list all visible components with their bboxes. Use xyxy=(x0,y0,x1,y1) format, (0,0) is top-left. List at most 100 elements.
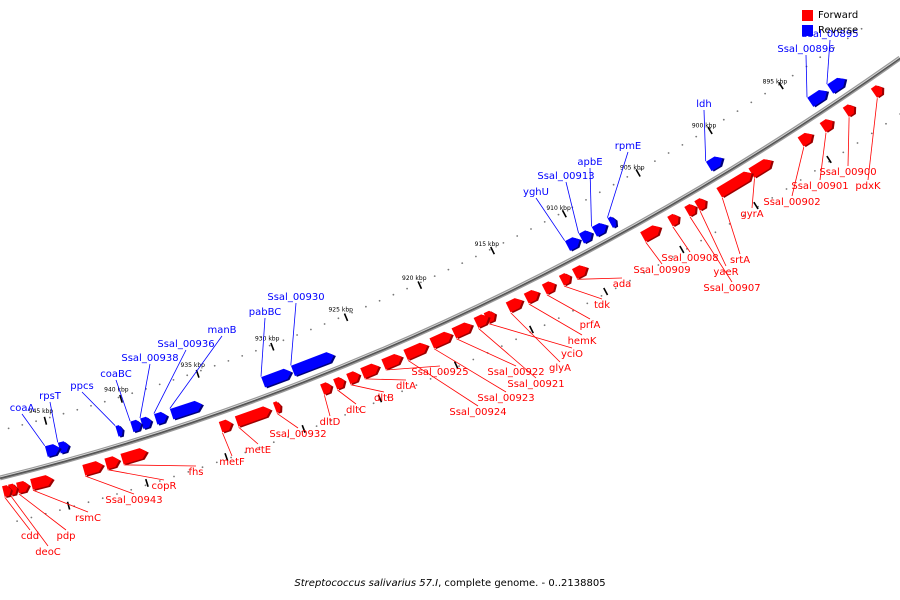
reverse-gene-pabbc[interactable] xyxy=(261,366,295,389)
reverse-gene-yghu[interactable] xyxy=(564,234,585,252)
reverse-gene-rpme[interactable] xyxy=(607,215,621,230)
gene-leader-line xyxy=(751,178,755,209)
forward-gene-cdd[interactable] xyxy=(2,484,14,499)
forward-gene-label: Ssal_00908 xyxy=(661,253,718,264)
reverse-gene-coabc[interactable] xyxy=(130,418,145,434)
gene-body xyxy=(130,419,142,433)
minor-tick-dot xyxy=(392,293,395,296)
gene-body xyxy=(346,371,360,385)
kbp-tick-mark xyxy=(490,246,496,255)
reverse-gene-ldh[interactable] xyxy=(705,153,727,173)
forward-gene-pdxk[interactable] xyxy=(870,82,888,99)
forward-gene-mete[interactable] xyxy=(234,404,275,428)
gene-body xyxy=(403,342,428,360)
gene-body xyxy=(870,85,883,98)
forward-gene-dltc[interactable] xyxy=(333,375,348,391)
forward-gene-ssal-00909[interactable] xyxy=(640,222,665,243)
forward-gene-ada[interactable] xyxy=(571,262,592,280)
forward-gene-copr[interactable] xyxy=(104,454,122,471)
forward-gene-ssal-00907[interactable] xyxy=(684,201,700,218)
forward-gene-rsmc[interactable] xyxy=(30,473,56,491)
kbp-tick-mark xyxy=(679,245,685,254)
minor-tick-dot xyxy=(172,379,175,381)
forward-gene-ssal-00925[interactable] xyxy=(381,351,406,371)
reverse-gene-ssal-00895[interactable] xyxy=(827,74,850,95)
reverse-gene-ssal-00913[interactable] xyxy=(578,227,597,245)
forward-gene-glya[interactable] xyxy=(505,295,527,314)
forward-gene-hemk[interactable] xyxy=(523,287,543,305)
forward-gene-tdk[interactable] xyxy=(558,271,575,287)
gene-leader-line xyxy=(703,109,707,162)
reverse-gene-manb[interactable] xyxy=(169,399,206,421)
genome-caption: Streptococcus salivarius 57.I, complete … xyxy=(0,578,900,589)
forward-gene-ssal-00924[interactable] xyxy=(403,340,431,362)
forward-gene-prfa[interactable] xyxy=(541,278,560,296)
reverse-gene-ssal-00938[interactable] xyxy=(140,415,155,430)
kbp-tick-mark xyxy=(301,424,306,433)
forward-gene-dltb[interactable] xyxy=(346,369,363,386)
forward-gene-ssal-00902[interactable] xyxy=(797,129,818,148)
forward-gene-ycio[interactable] xyxy=(483,308,500,324)
reverse-gene-label: Ssal_00936 xyxy=(157,339,214,350)
reverse-gene-ssal-00896[interactable] xyxy=(807,86,832,108)
legend: Forward Reverse xyxy=(802,8,892,38)
forward-gene-pdp[interactable] xyxy=(16,479,32,495)
gene-body xyxy=(451,322,473,339)
reverse-gene-apbe[interactable] xyxy=(591,220,612,238)
reverse-gene-ssal-00936[interactable] xyxy=(154,410,171,426)
reverse-gene-label: apbE xyxy=(577,157,602,168)
forward-gene-label: fhs xyxy=(188,467,203,478)
forward-gene-ssal-00908[interactable] xyxy=(667,211,683,228)
reverse-gene-ssal-00930[interactable] xyxy=(290,349,338,377)
gene-body xyxy=(640,225,661,242)
forward-gene-srta[interactable] xyxy=(716,168,756,199)
gene-body xyxy=(716,171,752,198)
genes-layer xyxy=(2,74,888,499)
forward-gene-dltd[interactable] xyxy=(320,380,335,396)
forward-gene-ssal-00932[interactable] xyxy=(272,400,284,414)
minor-tick-dot xyxy=(785,188,788,190)
minor-tick-dot xyxy=(799,179,802,181)
gene-body xyxy=(234,406,271,427)
forward-gene-ssal-00923[interactable] xyxy=(429,329,456,350)
gene-body xyxy=(272,401,281,413)
minor-tick-dot xyxy=(722,118,725,121)
minor-tick-dot xyxy=(351,311,353,314)
reverse-gene-ppcs[interactable] xyxy=(115,424,126,438)
forward-gene-yaer[interactable] xyxy=(694,195,710,212)
gene-leader-line xyxy=(4,497,31,531)
gene-leader-line xyxy=(290,302,297,366)
forward-gene-label: metE xyxy=(245,445,271,456)
minor-tick-dot xyxy=(387,396,389,399)
minor-tick-dot xyxy=(502,242,505,244)
forward-gene-ssal-00922[interactable] xyxy=(451,319,477,340)
forward-gene-ssal-00921[interactable] xyxy=(473,311,493,329)
gene-leader-line xyxy=(672,226,691,253)
forward-gene-fhs[interactable] xyxy=(120,446,150,466)
gene-leader-line xyxy=(867,98,878,181)
reverse-gene-coaa[interactable] xyxy=(44,442,63,458)
minor-tick-dot xyxy=(433,275,436,277)
gene-leader-line xyxy=(153,349,187,414)
gene-body xyxy=(140,416,152,429)
gene-body xyxy=(429,331,452,349)
kbp-tick-label: 940 kbp xyxy=(104,386,129,393)
forward-gene-dlta[interactable] xyxy=(360,361,383,380)
forward-gene-metf[interactable] xyxy=(218,418,236,434)
minor-tick-dot xyxy=(643,272,646,274)
minor-tick-dot xyxy=(48,416,51,419)
kbp-tick-mark xyxy=(603,287,609,296)
minor-tick-dot xyxy=(444,371,446,374)
forward-gene-label: glyA xyxy=(549,363,571,374)
kbp-tick-mark xyxy=(707,126,713,135)
gene-leader-line xyxy=(385,365,441,371)
forward-gene-ssal-00943[interactable] xyxy=(82,459,106,477)
forward-gene-label: Ssal_00943 xyxy=(105,495,162,506)
forward-gene-ssal-00900[interactable] xyxy=(842,101,860,118)
kbp-tick-label: 910 kbp xyxy=(546,205,571,212)
organism-name: Streptococcus salivarius 57.I xyxy=(294,578,439,589)
forward-gene-gyra[interactable] xyxy=(748,155,776,179)
reverse-gene-rpst[interactable] xyxy=(57,440,72,455)
forward-gene-ssal-00901[interactable] xyxy=(819,116,838,134)
